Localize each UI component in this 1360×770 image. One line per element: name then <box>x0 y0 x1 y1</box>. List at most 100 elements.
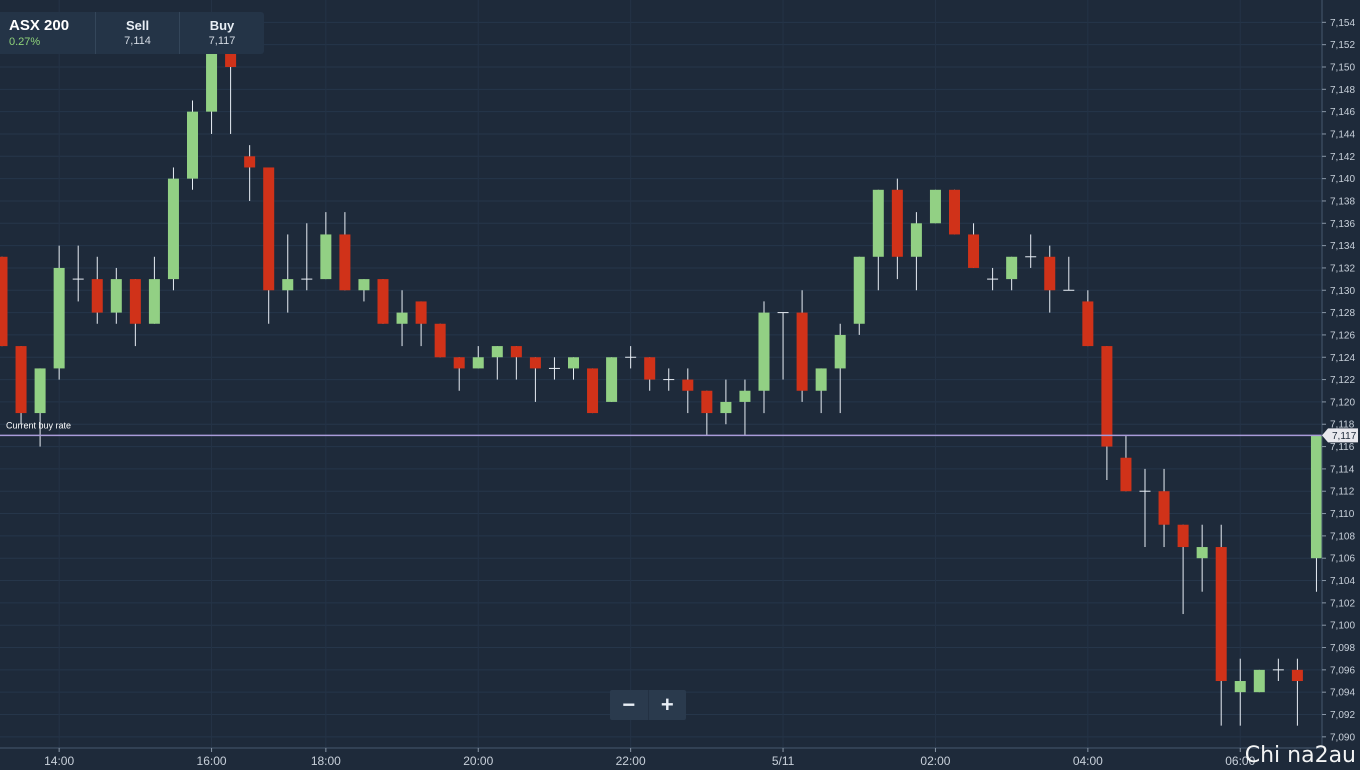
candle <box>110 267 122 324</box>
candle <box>739 379 751 436</box>
y-tick-label: 7,114 <box>1330 464 1355 475</box>
minus-icon: − <box>622 692 636 717</box>
candle <box>625 346 637 369</box>
current-buy-rate-tag: 7,117 <box>1322 428 1358 443</box>
candle <box>1082 290 1094 347</box>
y-tick-label: 7,112 <box>1330 487 1355 498</box>
zoom-out-button[interactable]: − <box>610 690 648 720</box>
candle-body <box>491 346 503 358</box>
candle <box>720 379 732 425</box>
candle-body <box>1158 491 1170 525</box>
candle-body <box>148 279 160 324</box>
zoom-in-button[interactable]: + <box>647 690 687 720</box>
y-tick-label: 7,136 <box>1330 219 1355 230</box>
y-tick-label: 7,152 <box>1330 40 1355 51</box>
candle <box>987 267 999 291</box>
y-tick-label: 7,110 <box>1330 509 1355 520</box>
candle-body <box>53 267 65 369</box>
grid <box>0 0 1322 748</box>
x-tick-label: 5/11 <box>772 754 795 768</box>
candle-body <box>682 379 694 391</box>
candle <box>701 390 713 436</box>
candle <box>1006 256 1018 291</box>
y-tick-label: 7,132 <box>1330 263 1355 274</box>
candle-body <box>1177 524 1189 548</box>
x-tick-label: 16:00 <box>197 754 227 768</box>
candle-body <box>15 346 27 414</box>
candle-body <box>587 368 599 414</box>
y-tick-label: 7,098 <box>1330 643 1355 654</box>
candle-body <box>1234 681 1246 693</box>
candle <box>872 189 884 291</box>
symbol-cell[interactable]: ASX 200 0.27% <box>0 12 96 54</box>
candle-body <box>853 256 865 324</box>
candle-body <box>1120 457 1132 492</box>
candle-body <box>244 156 256 168</box>
candle-body <box>1006 256 1018 280</box>
x-tick-label: 14:00 <box>44 754 74 768</box>
y-tick-label: 7,120 <box>1330 397 1355 408</box>
candle <box>910 212 922 291</box>
candle <box>15 346 27 425</box>
y-tick-label: 7,118 <box>1330 420 1355 431</box>
candle <box>587 368 599 414</box>
quote-panel: ASX 200 0.27% Sell 7,114 Buy 7,117 <box>0 12 264 54</box>
candle-body <box>91 279 103 313</box>
candle <box>968 223 980 268</box>
candle-body <box>0 256 8 347</box>
x-tick-label: 06:00 <box>1225 754 1255 768</box>
candle <box>377 279 389 324</box>
candle-body <box>396 312 408 324</box>
y-tick-label: 7,096 <box>1330 665 1355 676</box>
candle-body <box>1044 256 1056 291</box>
y-tick-label: 7,130 <box>1330 286 1355 297</box>
candle <box>1158 468 1170 548</box>
candle <box>644 357 656 391</box>
candle <box>187 100 198 190</box>
candle-body <box>739 390 751 402</box>
candle <box>1215 524 1227 726</box>
x-tick-label: 22:00 <box>616 754 646 768</box>
y-tick-label: 7,142 <box>1330 152 1355 163</box>
candle-body <box>206 44 218 112</box>
candle <box>167 167 179 291</box>
zoom-controls: − + <box>610 690 686 720</box>
candle <box>91 256 103 324</box>
candle <box>244 145 256 201</box>
buy-button[interactable]: Buy 7,117 <box>180 12 264 54</box>
y-tick-label: 7,104 <box>1330 576 1355 587</box>
candle <box>682 368 694 414</box>
candle <box>472 346 484 369</box>
candle-body <box>320 234 332 280</box>
candle-body <box>1253 669 1265 693</box>
y-tick-label: 7,148 <box>1330 85 1355 96</box>
y-tick-label: 7,146 <box>1330 107 1355 118</box>
candle <box>853 256 865 335</box>
x-tick-label: 04:00 <box>1073 754 1103 768</box>
y-tick-label: 7,138 <box>1330 196 1355 207</box>
candle <box>891 178 903 280</box>
candle <box>1234 658 1246 726</box>
candle-body <box>472 357 484 369</box>
y-tick-label: 7,140 <box>1330 174 1355 185</box>
candle <box>1177 524 1189 615</box>
candle <box>796 290 808 402</box>
symbol-change: 0.27% <box>9 36 41 48</box>
candle-body <box>339 234 351 291</box>
sell-value: 7,114 <box>124 35 151 47</box>
candle <box>148 256 160 324</box>
candle <box>663 368 675 391</box>
sell-button[interactable]: Sell 7,114 <box>96 12 180 54</box>
rate-tag-value: 7,117 <box>1332 431 1357 442</box>
candle-body <box>1196 547 1208 559</box>
candle <box>548 357 560 380</box>
candle <box>758 301 770 414</box>
candle-body <box>891 189 903 257</box>
candle-body <box>815 368 827 391</box>
y-tick-label: 7,124 <box>1330 353 1355 364</box>
y-tick-label: 7,100 <box>1330 621 1355 632</box>
candle <box>358 279 370 302</box>
y-tick-label: 7,108 <box>1330 531 1355 542</box>
